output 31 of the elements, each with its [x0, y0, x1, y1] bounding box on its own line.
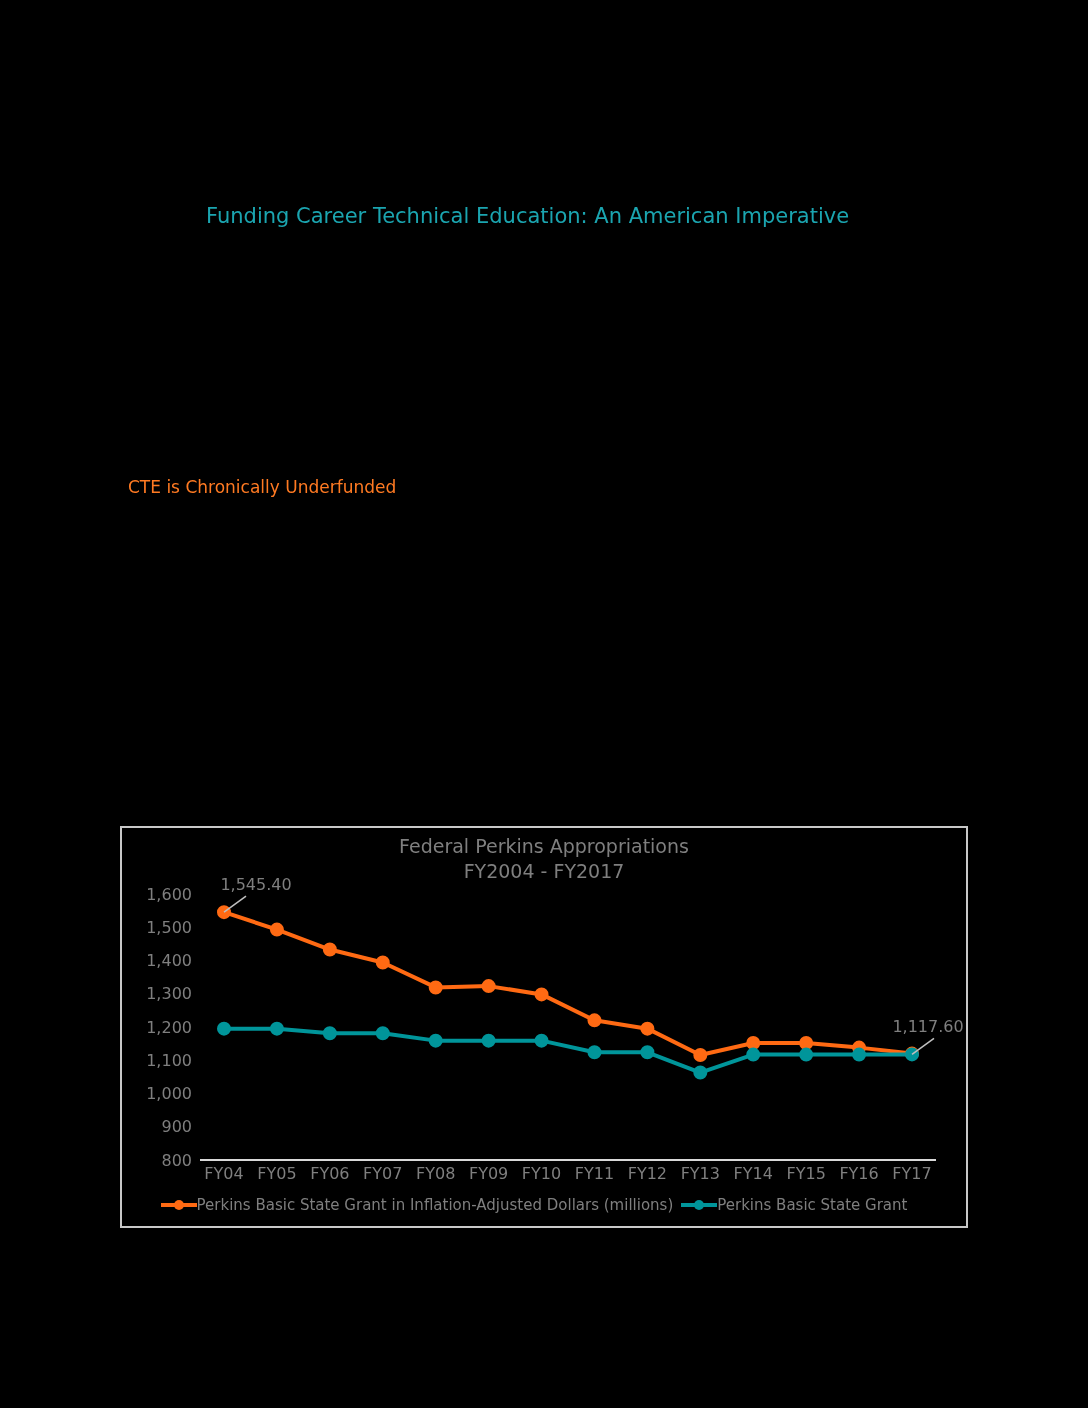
- x-tick-label: FY13: [680, 1164, 720, 1184]
- x-tick-label: FY07: [363, 1164, 403, 1184]
- x-tick-label: FY14: [733, 1164, 773, 1184]
- data-label: 1,117.60: [892, 1017, 964, 1037]
- y-tick-label: 900: [161, 1117, 192, 1137]
- text: CTE is Chronically Underfunded: [128, 477, 397, 497]
- x-tick-label: FY08: [416, 1164, 456, 1184]
- x-tick-label: FY12: [627, 1164, 668, 1184]
- x-tick-label: FY15: [786, 1164, 826, 1184]
- x-tick-label: FY10: [521, 1164, 562, 1184]
- x-tick-label: FY06: [310, 1164, 350, 1184]
- chart-title: Federal Perkins Appropriations: [398, 834, 690, 859]
- y-tick-label: 1,300: [146, 984, 192, 1004]
- x-tick-label: FY11: [574, 1164, 615, 1184]
- y-tick-label: 1,400: [146, 951, 192, 971]
- y-tick-label: 1,600: [146, 884, 192, 904]
- text: Funding Career Technical Education: An American Imperative: [206, 204, 850, 228]
- x-tick-label: FY16: [839, 1164, 879, 1184]
- x-tick-label: FY04: [204, 1164, 244, 1184]
- data-label: 1,545.40: [220, 875, 292, 895]
- chart-subtitle: FY2004 - FY2017: [463, 860, 625, 882]
- y-tick-label: 1,500: [146, 917, 192, 937]
- y-tick-label: 1,000: [146, 1084, 192, 1104]
- legend-label: Perkins Basic State Grant in Inflation-Adjusted Dollars (millions): [195, 1196, 674, 1214]
- x-tick-label: FY17: [892, 1164, 932, 1184]
- x-tick-label: FY09: [468, 1164, 509, 1184]
- y-tick-label: 1,100: [146, 1050, 192, 1070]
- y-tick-label: 800: [161, 1150, 192, 1170]
- x-tick-label: FY05: [257, 1164, 297, 1184]
- y-tick-label: 1,200: [146, 1017, 192, 1037]
- legend-label: Perkins Basic State Grant: [716, 1196, 908, 1214]
